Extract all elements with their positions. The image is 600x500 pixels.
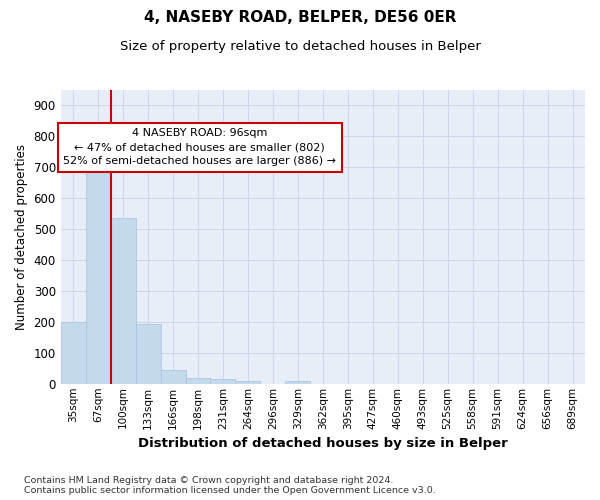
Bar (286, 382, 310, 384)
Text: 4 NASEBY ROAD: 96sqm
← 47% of detached houses are smaller (802)
52% of semi-deta: 4 NASEBY ROAD: 96sqm ← 47% of detached h… (63, 128, 336, 166)
Bar (110, 218, 136, 384)
Bar (136, 324, 161, 384)
Bar (235, 380, 260, 384)
Text: Size of property relative to detached houses in Belper: Size of property relative to detached ho… (119, 40, 481, 53)
Bar (161, 370, 185, 384)
Bar (211, 379, 235, 384)
Text: 4, NASEBY ROAD, BELPER, DE56 0ER: 4, NASEBY ROAD, BELPER, DE56 0ER (144, 10, 456, 25)
Y-axis label: Number of detached properties: Number of detached properties (15, 144, 28, 330)
Bar (86, 162, 110, 384)
X-axis label: Distribution of detached houses by size in Belper: Distribution of detached houses by size … (138, 437, 508, 450)
Text: Contains HM Land Registry data © Crown copyright and database right 2024.
Contai: Contains HM Land Registry data © Crown c… (24, 476, 436, 495)
Bar (61, 322, 86, 384)
Bar (185, 378, 211, 384)
